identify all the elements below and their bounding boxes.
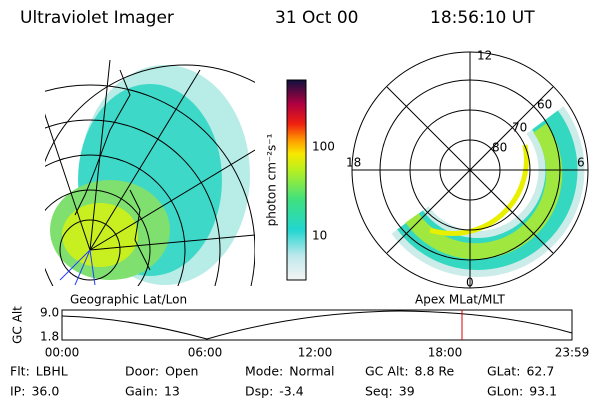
info-value: 39 [399,384,415,399]
title: Ultraviolet Imager [20,8,174,28]
altitude-y-tick: 9.0 [40,306,59,320]
right-caption: Apex MLat/MLT [415,293,505,307]
mlt-label: 0 [466,276,474,290]
info-panel: Flt: LBHL Door: Open Mode: Normal GC Alt: 8.8 R… [10,364,557,399]
left-caption: Geographic Lat/Lon [70,293,187,307]
colorbar-label: photon cm⁻²s⁻¹ [265,133,279,226]
info-label: Gain: [125,384,158,399]
info-label: Mode: [245,364,283,379]
mlt-label: 12 [477,49,492,63]
info-label: Dsp: [245,384,273,399]
mlt-label: 6 [577,156,585,170]
info-value: 93.1 [529,384,557,399]
colorbar [286,79,307,281]
info-label: GLat: [487,364,520,379]
altitude-frame [61,309,573,341]
info-value: 13 [164,384,180,399]
altitude-x-tick: 12:00 [298,346,333,360]
geographic-image [45,60,255,286]
info-value: Open [165,364,198,379]
info-label: IP: [10,384,25,399]
lat-label: 70 [512,121,527,135]
colorbar-tick: 10 [312,229,327,243]
altitude-y-tick: 1.8 [40,330,59,344]
info-value: -3.4 [279,384,303,399]
time: 18:56:10 UT [430,8,535,28]
info-label: Door: [125,364,159,379]
info-label: Seq: [365,384,393,399]
info-label: GC Alt: [365,364,409,379]
altitude-curve [61,310,573,340]
info-label: Flt: [10,364,30,379]
info-value: 8.8 Re [415,364,455,379]
mlt-label: 18 [346,156,361,170]
info-value: 62.7 [526,364,554,379]
info-label: GLon: [487,384,523,399]
info-value: 36.0 [31,384,59,399]
info-value: Normal [289,364,334,379]
lat-label: 80 [492,141,507,155]
polar-grid [351,51,589,289]
date: 31 Oct 00 [275,8,358,28]
altitude-y-label: GC Alt [11,306,25,344]
lat-label: 60 [537,98,552,112]
altitude-x-tick: 00:00 [45,346,80,360]
altitude-x-tick: 23:59 [555,346,590,360]
colorbar-tick: 100 [312,140,335,154]
altitude-x-tick: 06:00 [188,346,223,360]
info-value: LBHL [36,364,68,379]
altitude-x-tick: 18:00 [428,346,463,360]
